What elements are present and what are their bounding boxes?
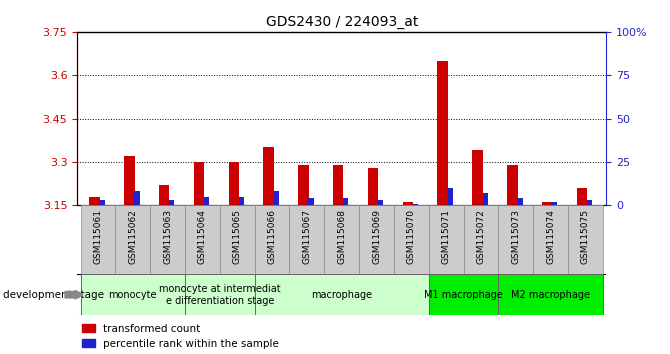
Bar [413,204,418,205]
Bar [159,185,170,205]
Text: GSM115075: GSM115075 [581,209,590,264]
Text: M1 macrophage: M1 macrophage [424,290,503,300]
Text: GSM115065: GSM115065 [232,209,242,264]
Bar [80,205,115,274]
Bar [378,200,383,205]
Bar [204,196,209,205]
Bar [343,198,348,205]
Bar [394,205,429,274]
Text: monocyte: monocyte [109,290,157,300]
Text: GSM115062: GSM115062 [128,209,137,264]
Text: M2 macrophage: M2 macrophage [511,290,590,300]
Bar [429,205,464,274]
Bar [429,274,498,315]
Bar [359,205,394,274]
Text: GSM115068: GSM115068 [337,209,346,264]
Text: GSM115066: GSM115066 [267,209,277,264]
Bar [568,205,603,274]
Bar [239,196,244,205]
Bar [228,162,239,205]
Text: development stage: development stage [3,290,105,300]
Bar [273,192,279,205]
Bar [533,205,568,274]
Text: GSM115073: GSM115073 [511,209,521,264]
Title: GDS2430 / 224093_at: GDS2430 / 224093_at [265,16,418,29]
Bar [255,274,429,315]
Bar [289,205,324,274]
Bar [255,205,289,274]
Bar [150,205,185,274]
Bar [169,200,174,205]
Text: GSM115064: GSM115064 [198,209,207,264]
Bar [498,274,603,315]
Bar [185,274,255,315]
Text: GSM115072: GSM115072 [476,209,486,264]
Bar [403,202,413,205]
Bar [308,198,314,205]
Bar [482,193,488,205]
Bar [438,61,448,205]
Bar [220,205,255,274]
Text: GSM115071: GSM115071 [442,209,451,264]
Bar [448,188,453,205]
Bar [324,205,359,274]
Bar [587,200,592,205]
Text: macrophage: macrophage [311,290,373,300]
Legend: transformed count, percentile rank within the sample: transformed count, percentile rank withi… [82,324,279,349]
Bar [507,165,517,205]
Text: GSM115067: GSM115067 [302,209,312,264]
Text: GSM115074: GSM115074 [546,209,555,264]
Bar [89,196,100,205]
Bar [124,156,135,205]
Bar [368,168,379,205]
Bar [498,205,533,274]
Bar [552,202,557,205]
Bar [333,165,344,205]
Bar [517,198,523,205]
Text: monocyte at intermediat
e differentiation stage: monocyte at intermediat e differentiatio… [159,284,281,306]
Bar [80,274,185,315]
Bar [464,205,498,274]
Bar [577,188,587,205]
Bar [100,200,105,205]
Text: GSM115069: GSM115069 [372,209,381,264]
Text: GSM115063: GSM115063 [163,209,172,264]
Bar [542,202,552,205]
Bar [472,150,482,205]
Text: GSM115061: GSM115061 [93,209,103,264]
Text: GSM115070: GSM115070 [407,209,416,264]
Bar [298,165,309,205]
Bar [185,205,220,274]
Bar [115,205,150,274]
Bar [194,162,204,205]
Bar [134,192,139,205]
Bar [263,148,274,205]
